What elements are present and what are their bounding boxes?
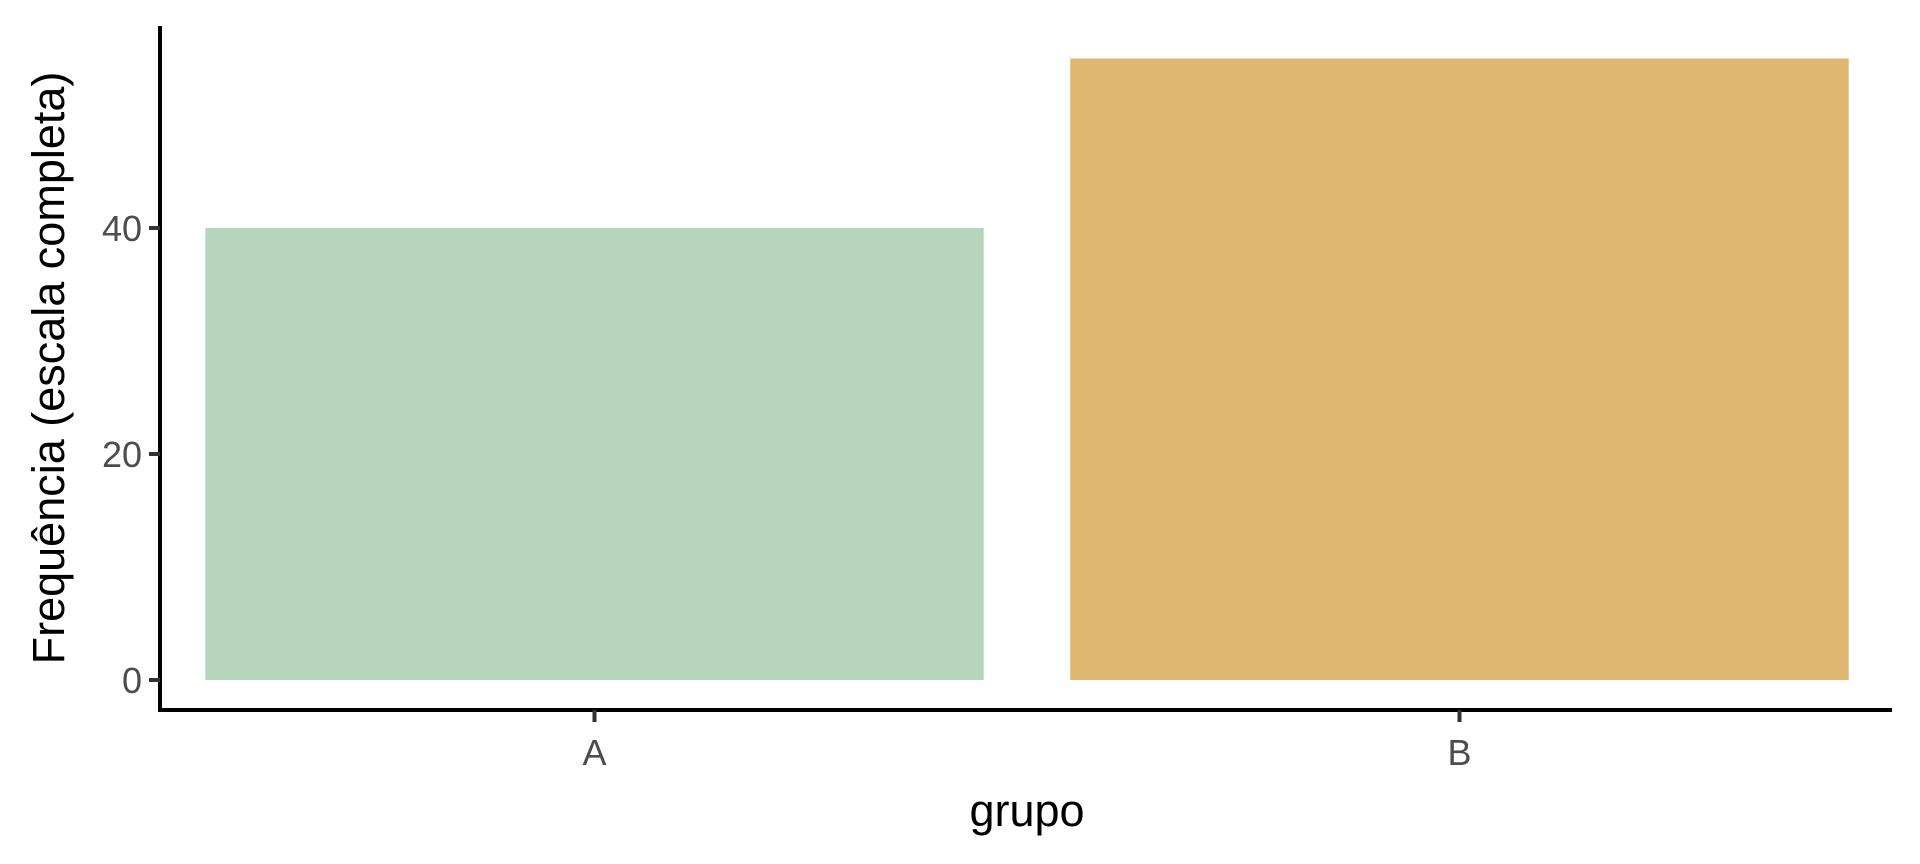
bars-layer: [205, 58, 1849, 680]
y-tick-label: 20: [102, 434, 142, 475]
bar-a: [205, 228, 984, 680]
bar-b: [1070, 58, 1849, 680]
y-axis-ticks: 0 20 40: [102, 208, 160, 701]
x-axis-title: grupo: [969, 785, 1084, 836]
y-tick-label: 0: [122, 660, 142, 701]
y-axis-title: Frequência (escala completa): [23, 72, 74, 665]
x-tick-label: A: [582, 732, 606, 773]
y-tick-label: 40: [102, 208, 142, 249]
x-tick-label: B: [1447, 732, 1471, 773]
